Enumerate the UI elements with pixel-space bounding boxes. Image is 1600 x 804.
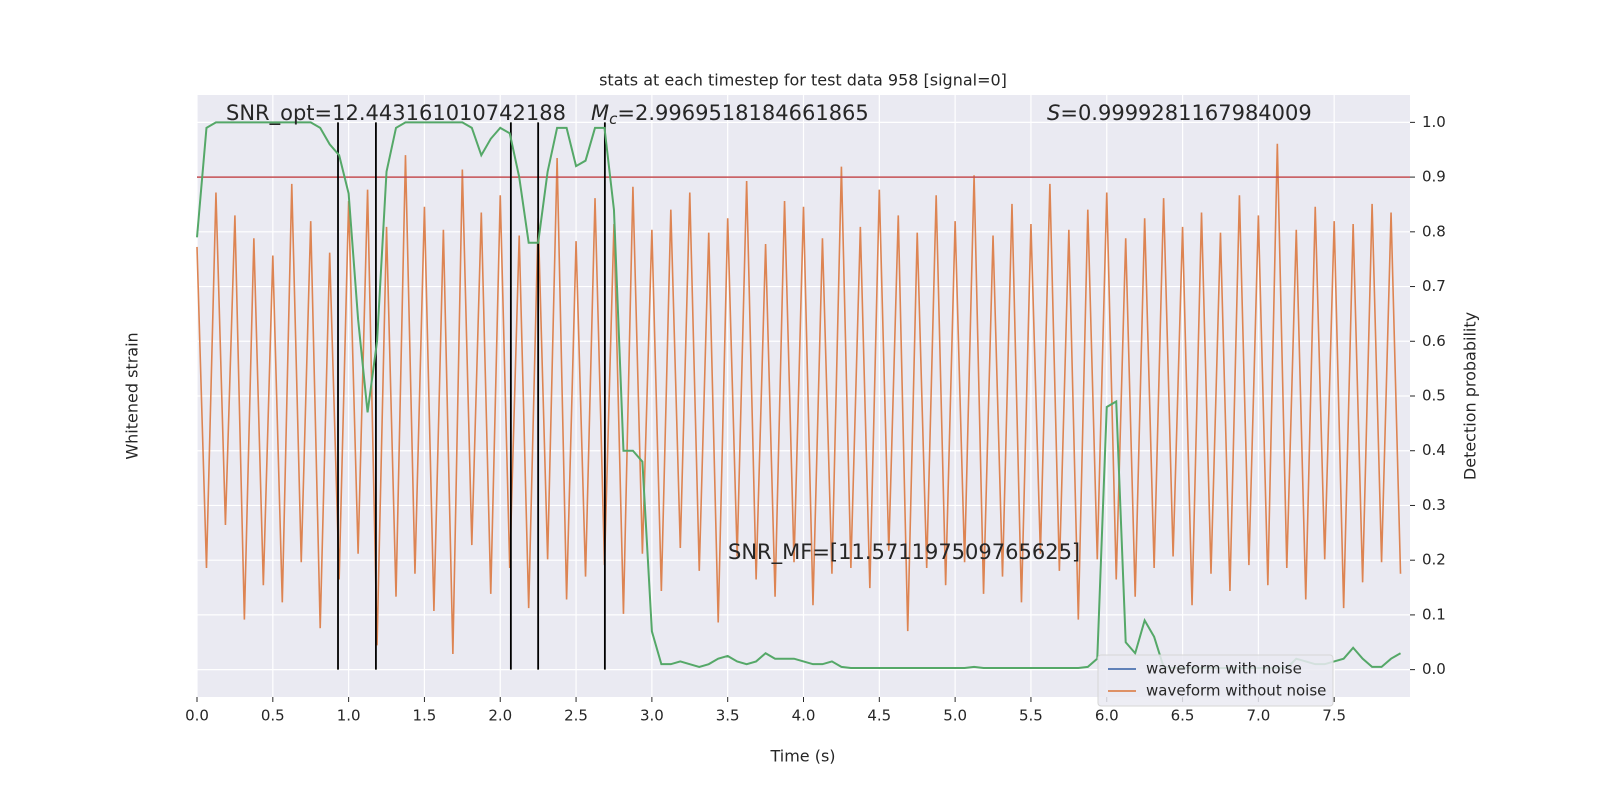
y2-tick-label: 0.5 bbox=[1422, 387, 1446, 405]
annotation-symbol: S bbox=[1047, 101, 1060, 125]
x-tick-label: 7.5 bbox=[1322, 707, 1346, 725]
x-tick-label: 7.0 bbox=[1246, 707, 1270, 725]
x-tick-label: 3.5 bbox=[716, 707, 740, 725]
annotation: SNR_MF=[11.571197509765625] bbox=[728, 540, 1080, 565]
y-axis-label: Whitened strain bbox=[123, 332, 142, 459]
annotation-symbol: M bbox=[591, 101, 609, 125]
x-tick-label: 6.0 bbox=[1095, 707, 1119, 725]
annotation-subscript: c bbox=[609, 110, 618, 128]
x-tick-label: 0.5 bbox=[261, 707, 285, 725]
x-tick-label: 4.5 bbox=[867, 707, 891, 725]
legend-box bbox=[1097, 654, 1334, 707]
y2-tick-label: 0.0 bbox=[1422, 660, 1446, 678]
x-axis-label: Time (s) bbox=[769, 747, 835, 766]
legend-label: waveform with noise bbox=[1146, 660, 1302, 678]
annotation: Mc=2.9969518184661865 bbox=[591, 101, 869, 128]
y2-axis-label: Detection probability bbox=[1461, 312, 1480, 480]
annotation-text: SNR_MF=[11.571197509765625] bbox=[728, 540, 1080, 565]
annotation-text: =2.9969518184661865 bbox=[617, 101, 868, 125]
annotation: SNR_opt=12.443161010742188 bbox=[226, 101, 566, 126]
annotation: S=0.9999281167984009 bbox=[1047, 101, 1312, 125]
y2-tick-label: 0.1 bbox=[1422, 605, 1446, 623]
waveform-line bbox=[196, 143, 1402, 655]
x-tick-label: 2.5 bbox=[564, 707, 588, 725]
x-tick-label: 2.0 bbox=[488, 707, 512, 725]
y2-tick-label: 0.3 bbox=[1422, 496, 1446, 514]
y2-tick-label: 0.7 bbox=[1422, 277, 1446, 295]
x-tick-label: 3.0 bbox=[640, 707, 664, 725]
y2-tick-label: 0.2 bbox=[1422, 551, 1446, 569]
legend-label: waveform without noise bbox=[1146, 682, 1326, 700]
annotation-text: =0.9999281167984009 bbox=[1060, 101, 1311, 125]
annotation-text: SNR_opt=12.443161010742188 bbox=[226, 101, 566, 126]
x-tick-label: 5.5 bbox=[1019, 707, 1043, 725]
x-tick-label: 1.0 bbox=[337, 707, 361, 725]
y2-tick-label: 1.0 bbox=[1422, 113, 1446, 131]
x-tick-label: 4.0 bbox=[792, 707, 816, 725]
y2-tick-label: 0.9 bbox=[1422, 168, 1446, 186]
y2-tick-label: 0.6 bbox=[1422, 332, 1446, 350]
y2-tick-label: 0.8 bbox=[1422, 222, 1446, 240]
x-tick-label: 5.0 bbox=[943, 707, 967, 725]
y2-tick-label: 0.4 bbox=[1422, 441, 1446, 459]
x-tick-label: 0.0 bbox=[185, 707, 209, 725]
chart-title: stats at each timestep for test data 958… bbox=[599, 71, 1007, 90]
x-tick-label: 1.5 bbox=[413, 707, 437, 725]
x-tick-label: 6.5 bbox=[1171, 707, 1195, 725]
